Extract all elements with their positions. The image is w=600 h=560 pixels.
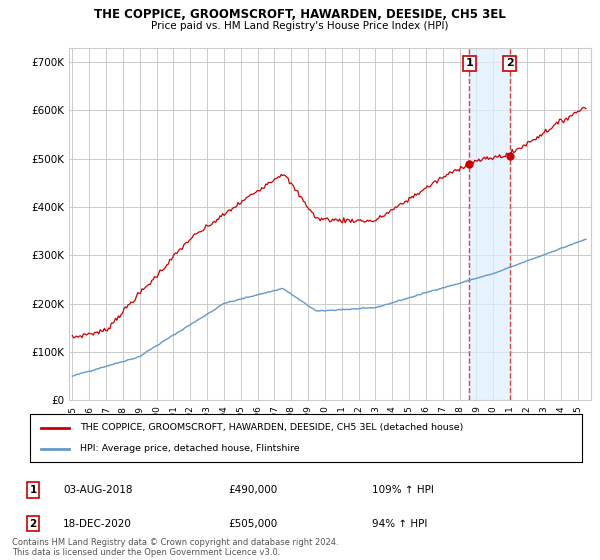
Text: 18-DEC-2020: 18-DEC-2020 — [63, 519, 132, 529]
Text: £490,000: £490,000 — [228, 485, 277, 495]
Text: 2: 2 — [506, 58, 514, 68]
Text: THE COPPICE, GROOMSCROFT, HAWARDEN, DEESIDE, CH5 3EL (detached house): THE COPPICE, GROOMSCROFT, HAWARDEN, DEES… — [80, 423, 463, 432]
Text: 94% ↑ HPI: 94% ↑ HPI — [372, 519, 427, 529]
Text: HPI: Average price, detached house, Flintshire: HPI: Average price, detached house, Flin… — [80, 444, 299, 453]
Text: 109% ↑ HPI: 109% ↑ HPI — [372, 485, 434, 495]
Text: £505,000: £505,000 — [228, 519, 277, 529]
Text: 1: 1 — [466, 58, 473, 68]
Text: 2: 2 — [29, 519, 37, 529]
Text: Contains HM Land Registry data © Crown copyright and database right 2024.
This d: Contains HM Land Registry data © Crown c… — [12, 538, 338, 557]
Text: 1: 1 — [29, 485, 37, 495]
Text: THE COPPICE, GROOMSCROFT, HAWARDEN, DEESIDE, CH5 3EL: THE COPPICE, GROOMSCROFT, HAWARDEN, DEES… — [94, 8, 506, 21]
Text: Price paid vs. HM Land Registry's House Price Index (HPI): Price paid vs. HM Land Registry's House … — [151, 21, 449, 31]
Text: 03-AUG-2018: 03-AUG-2018 — [63, 485, 133, 495]
Bar — [469, 48, 509, 400]
